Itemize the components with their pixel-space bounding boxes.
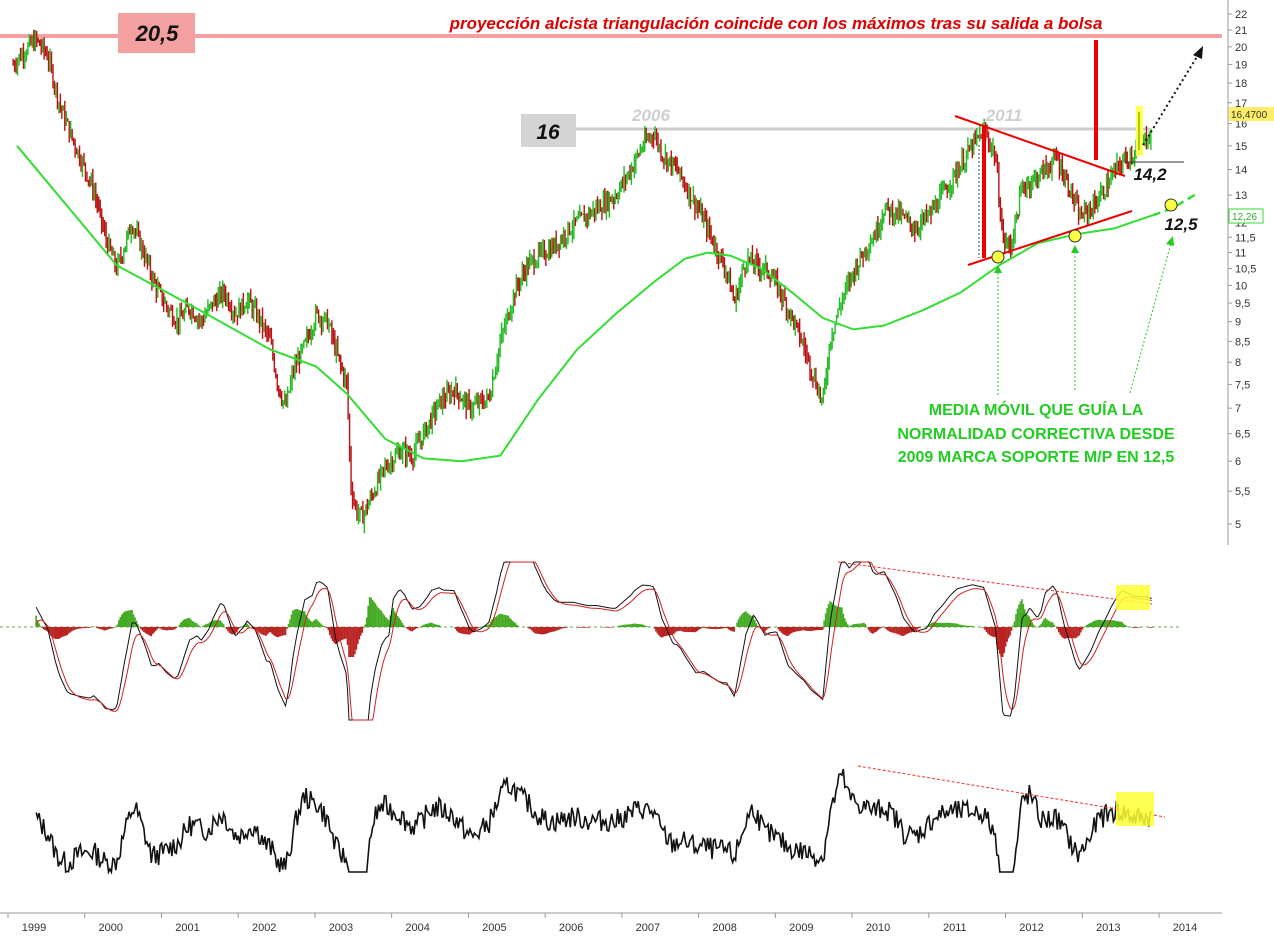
y-tick-label: 15 <box>1235 141 1247 153</box>
x-tick-label: 2014 <box>1173 922 1197 934</box>
label-16: 16 <box>536 121 560 144</box>
y-tick-label: 14 <box>1235 165 1247 177</box>
y-tick-label: 9,5 <box>1235 298 1250 310</box>
last-price-label: 16,4700 <box>1231 110 1268 121</box>
x-tick-label: 2011 <box>943 922 967 934</box>
x-tick-label: 2003 <box>329 922 353 934</box>
macd-histogram <box>35 597 1153 657</box>
macd-highlight <box>1116 585 1150 610</box>
note-line-3: 2009 MARCA SOPORTE M/P EN 12,5 <box>898 449 1175 466</box>
y-tick-label: 5 <box>1235 519 1241 531</box>
y-tick-label: 8,5 <box>1235 336 1250 348</box>
x-tick-label: 1999 <box>22 922 46 934</box>
last-price-tag <box>1229 107 1274 121</box>
y-tick-label: 9 <box>1235 317 1241 329</box>
x-tick-label: 2008 <box>712 922 736 934</box>
label-205: 20,5 <box>135 21 180 46</box>
x-tick-label: 2009 <box>789 922 813 934</box>
x-tick-label: 2002 <box>252 922 276 934</box>
y-tick-label: 22 <box>1235 9 1247 21</box>
support-circle-1 <box>991 250 1005 264</box>
y-tick-label: 18 <box>1235 78 1247 90</box>
support-arrow-3 <box>1129 242 1172 394</box>
note-line-2: NORMALIDAD CORRECTIVA DESDE <box>897 426 1175 443</box>
macd-trendline <box>837 561 1153 605</box>
year-label-2006: 2006 <box>631 106 670 125</box>
y-tick-label: 11 <box>1235 248 1246 260</box>
ma-value-tag <box>1228 208 1264 224</box>
y-tick-label: 16 <box>1235 119 1247 131</box>
support-arrow-head-3 <box>1166 236 1174 246</box>
ma-value-label: 12,26 <box>1232 212 1257 223</box>
x-tick-label: 2007 <box>636 922 660 934</box>
price-axis-ticks: 222120191817161514131211,51110,5109,598,… <box>1228 9 1256 531</box>
y-tick-label: 17 <box>1235 98 1247 110</box>
support-arrow-head-1 <box>994 265 1002 273</box>
chart-title: proyección alcista triangulación coincid… <box>449 14 1103 33</box>
y-tick-label: 8 <box>1235 357 1241 369</box>
note-line-1: MEDIA MÓVIL QUE GUÍA LA <box>929 400 1144 419</box>
projection-arrow-head <box>1193 46 1203 59</box>
label-box-205 <box>118 13 195 53</box>
oscillator-highlight <box>1116 792 1154 826</box>
y-tick-label: 7,5 <box>1235 379 1250 391</box>
y-tick-label: 7 <box>1235 403 1241 415</box>
y-tick-label: 10 <box>1235 280 1247 292</box>
y-tick-label: 6 <box>1235 456 1241 468</box>
y-tick-label: 19 <box>1235 59 1247 71</box>
y-tick-label: 21 <box>1235 25 1247 37</box>
y-tick-label: 10,5 <box>1235 264 1256 276</box>
year-label-2011: 2011 <box>985 106 1023 125</box>
time-axis-ticks: 1999 2000 2001 2002 2003 2004 2005 2006 2007 2008… <box>7 913 1197 934</box>
x-tick-label: 2010 <box>866 922 890 934</box>
x-tick-label: 2012 <box>1019 922 1043 934</box>
x-tick-label: 2013 <box>1096 922 1120 934</box>
y-tick-label: 13 <box>1235 190 1247 202</box>
support-arrow-head-2 <box>1071 245 1079 253</box>
x-tick-label: 2006 <box>559 922 583 934</box>
moving-average-line <box>16 145 1153 463</box>
x-tick-label: 2000 <box>98 922 122 934</box>
label-125: 12,5 <box>1164 215 1198 234</box>
macd-line <box>35 561 1152 721</box>
y-tick-label: 20 <box>1235 42 1247 54</box>
x-tick-label: 2005 <box>482 922 506 934</box>
x-tick-label: 2004 <box>405 922 429 934</box>
y-tick-label: 11,5 <box>1235 232 1256 244</box>
oscillator-line <box>35 768 1153 875</box>
y-tick-label: 6,5 <box>1235 429 1250 441</box>
macd-signal-line <box>35 561 1152 721</box>
label-142: 14,2 <box>1133 165 1167 184</box>
support-circle-3 <box>1164 198 1178 212</box>
triangle-upper-line <box>954 115 1126 177</box>
label-box-16 <box>521 114 576 147</box>
y-tick-label: 5,5 <box>1235 486 1250 498</box>
x-tick-label: 2001 <box>175 922 199 934</box>
price-candles <box>12 29 1152 534</box>
oscillator-trendline <box>857 765 1166 818</box>
support-circle-2 <box>1068 229 1082 243</box>
projection-arrow-line <box>1142 54 1199 146</box>
